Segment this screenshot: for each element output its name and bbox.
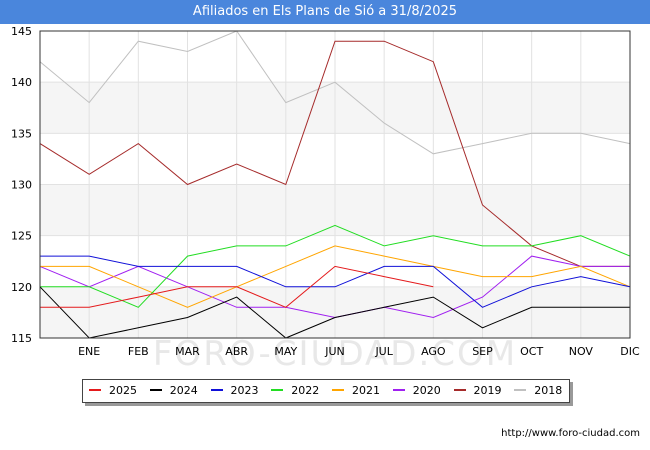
legend-label: 2024 [169,384,198,397]
x-tick-label: ABR [225,345,248,358]
legend-label: 2021 [352,384,380,397]
legend-item-2020: 2020 [392,380,441,402]
series-line-2022 [40,224,631,308]
legend-item-2024: 2024 [149,380,198,402]
legend-label: 2023 [230,384,259,397]
legend-label: 2025 [109,384,137,397]
legend-item-2025: 2025 [89,380,137,402]
legend-swatch [392,389,405,391]
x-tick-label: JUN [324,345,345,358]
x-tick-label: MAR [175,345,200,358]
series-lines [39,30,631,339]
x-tick-label: JUL [374,345,393,358]
y-tick-label: 140 [11,76,32,89]
x-tick-label: AGO [421,345,446,358]
y-tick-label: 135 [11,127,32,140]
series-line-2023 [40,255,631,308]
legend-swatch [332,389,344,391]
x-tick-label: SEP [472,345,493,358]
legend-swatch [89,389,101,391]
series-line-2018 [39,30,631,155]
legend-swatch [271,389,284,391]
plot-frame [39,30,631,339]
legend-swatch [210,389,223,391]
legend-swatch [514,389,527,391]
legend-swatch [149,389,162,391]
y-tick-label: 115 [11,332,32,345]
legend-item-2019: 2019 [453,380,502,402]
x-tick-label: DIC [620,345,640,358]
x-tick-label: MAY [274,345,297,358]
legend-item-2023: 2023 [210,380,259,402]
legend-item-2022: 2022 [271,380,319,402]
series-line-2021 [40,245,631,308]
legend-swatch [453,389,466,391]
series-line-2025 [40,265,434,308]
legend-item-2018: 2018 [514,380,562,402]
legend-item-2021: 2021 [332,380,380,402]
y-tick-label: 120 [11,281,32,294]
legend-label: 2018 [534,384,563,397]
chart-title: Afiliados en Els Plans de Sió a 31/8/202… [0,0,650,24]
legend-label: 2022 [291,384,320,397]
x-axis-ticks: ENE FEB MAR ABR MAY JUN JUL AGO SEP OCT NOV DIC [78,345,640,358]
x-tick-label: FEB [128,345,149,358]
legend-label: 2020 [412,384,441,397]
legend-label: 2019 [473,384,502,397]
x-tick-label: ENE [78,345,100,358]
watermark: FORO-CIUDAD.COM [153,334,517,374]
x-tick-label: NOV [569,345,594,358]
y-axis-ticks: 115 120 125 130 135 140 145 [11,25,32,345]
y-tick-label: 125 [11,230,32,243]
y-tick-label: 145 [11,25,32,38]
x-tick-label: OCT [520,345,543,358]
legend: 2025 2024 2023 2022 2021 2020 2019 2018 [82,379,570,403]
y-tick-label: 130 [11,179,32,192]
source-url: http://www.foro-ciudad.com [501,428,640,439]
series-line-2024 [39,286,630,339]
